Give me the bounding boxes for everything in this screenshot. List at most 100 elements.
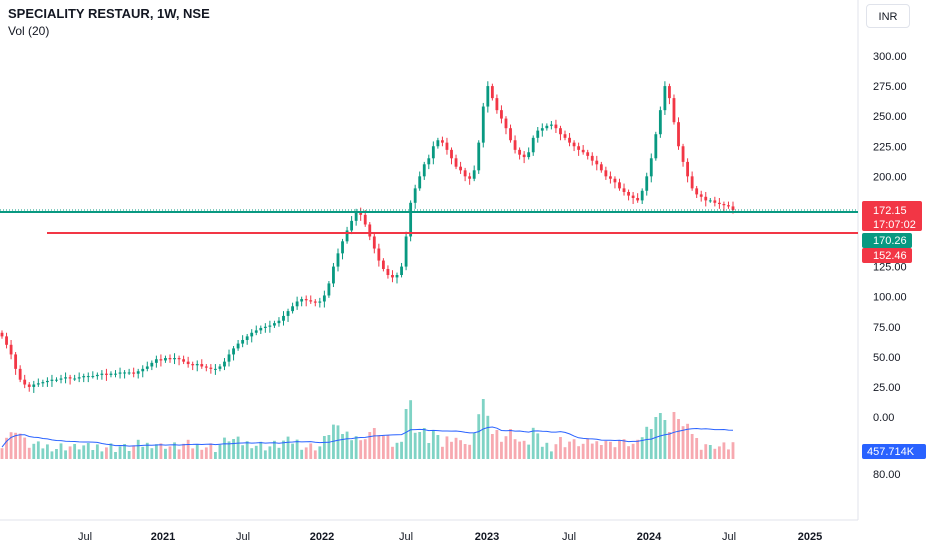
volume-bar — [345, 431, 349, 459]
candle-body — [681, 146, 685, 162]
candle-body — [5, 336, 8, 345]
volume-bar — [422, 428, 426, 459]
candle-body — [277, 320, 281, 324]
volume-bar — [59, 443, 63, 459]
volume-bar — [554, 444, 558, 459]
candle-body — [359, 211, 363, 215]
candle-body — [658, 110, 662, 135]
volume-bar — [590, 443, 594, 459]
candle-body — [82, 376, 86, 378]
volume-bar — [105, 447, 108, 459]
volume-bar — [586, 438, 590, 459]
volume-bar — [209, 443, 213, 459]
candle-body — [309, 300, 313, 302]
candle-body — [159, 359, 163, 361]
candle-body — [73, 378, 77, 380]
candle-body — [654, 134, 658, 159]
volume-bar — [463, 444, 467, 459]
volume-bar — [527, 444, 531, 459]
volume-bar — [431, 431, 435, 459]
candle-body — [559, 128, 562, 135]
time-tick-label: 2022 — [310, 531, 334, 543]
candle-body — [50, 379, 54, 381]
candle-body — [636, 197, 640, 201]
volume-bar — [45, 444, 49, 459]
volume-bar — [681, 426, 685, 459]
volume-bar — [727, 449, 730, 459]
candle-body — [118, 372, 122, 374]
candle-body — [164, 358, 167, 361]
candle-body — [595, 160, 599, 165]
candle-body — [232, 348, 235, 355]
volume-bar — [618, 440, 621, 459]
volume-bar — [173, 442, 176, 459]
price-tick-label: 100.00 — [873, 292, 907, 304]
candle-body — [590, 155, 594, 161]
volume-bar — [177, 449, 181, 459]
candle-body — [173, 358, 176, 360]
candle-body — [386, 268, 390, 276]
candle-body — [345, 230, 349, 242]
green-line-badge — [862, 233, 912, 248]
candle-body — [95, 374, 99, 377]
candle-body — [236, 343, 240, 349]
candle-body — [27, 384, 31, 387]
volume-bar — [649, 429, 653, 459]
candle-body — [404, 236, 408, 267]
volume-bar — [350, 440, 354, 459]
price-tick-label: 50.00 — [873, 352, 901, 364]
volume-bar — [73, 444, 77, 459]
candle-body — [459, 166, 462, 171]
candle-body — [191, 364, 195, 366]
candle-body — [722, 204, 726, 206]
volume-bar — [559, 437, 562, 459]
candle-body — [91, 376, 95, 378]
volume-bar — [168, 446, 172, 459]
price-tick-label: 75.00 — [873, 322, 901, 334]
last-price-label: 172.15 — [873, 205, 907, 217]
volume-bar — [118, 446, 122, 459]
volume-bar — [695, 438, 699, 459]
volume-bar — [186, 439, 190, 459]
candle-body — [563, 134, 567, 138]
volume-bar — [509, 429, 512, 459]
candle-body — [291, 306, 294, 312]
volume-bar — [441, 446, 444, 459]
volume-bar — [563, 447, 567, 459]
volume-bar — [159, 443, 163, 459]
volume-bar — [195, 444, 199, 459]
candle-body — [304, 299, 308, 301]
candle-body — [490, 86, 494, 99]
candle-body — [613, 178, 617, 183]
volume-bar — [436, 435, 440, 459]
time-tick-label: 2021 — [151, 531, 175, 543]
volume-bar — [309, 443, 313, 459]
volume-bar — [332, 424, 335, 459]
volume-bar — [91, 450, 95, 459]
candle-body — [327, 283, 331, 296]
volume-bar — [677, 419, 680, 459]
volume-indicator-label[interactable]: Vol (20) — [8, 24, 50, 38]
candle-body — [186, 361, 190, 365]
candle-body — [704, 196, 708, 201]
candle-body — [268, 325, 272, 327]
candle-body — [477, 142, 481, 171]
currency-button[interactable]: INR — [866, 4, 910, 28]
candle-body — [677, 122, 680, 147]
candle-body — [141, 368, 145, 372]
time-tick-label: Jul — [78, 531, 92, 543]
candle-body — [690, 176, 694, 189]
volume-bar — [708, 445, 712, 459]
volume-bar — [404, 409, 408, 459]
candle-body — [354, 211, 358, 221]
volume-bar — [277, 447, 281, 459]
volume-bar — [595, 441, 599, 459]
time-tick-label: 2025 — [798, 531, 822, 543]
green-line-label: 170.26 — [873, 235, 907, 247]
volume-bar — [132, 445, 136, 459]
candle-body — [509, 128, 512, 141]
volume-bar — [263, 450, 267, 459]
volume-bar — [636, 439, 640, 459]
